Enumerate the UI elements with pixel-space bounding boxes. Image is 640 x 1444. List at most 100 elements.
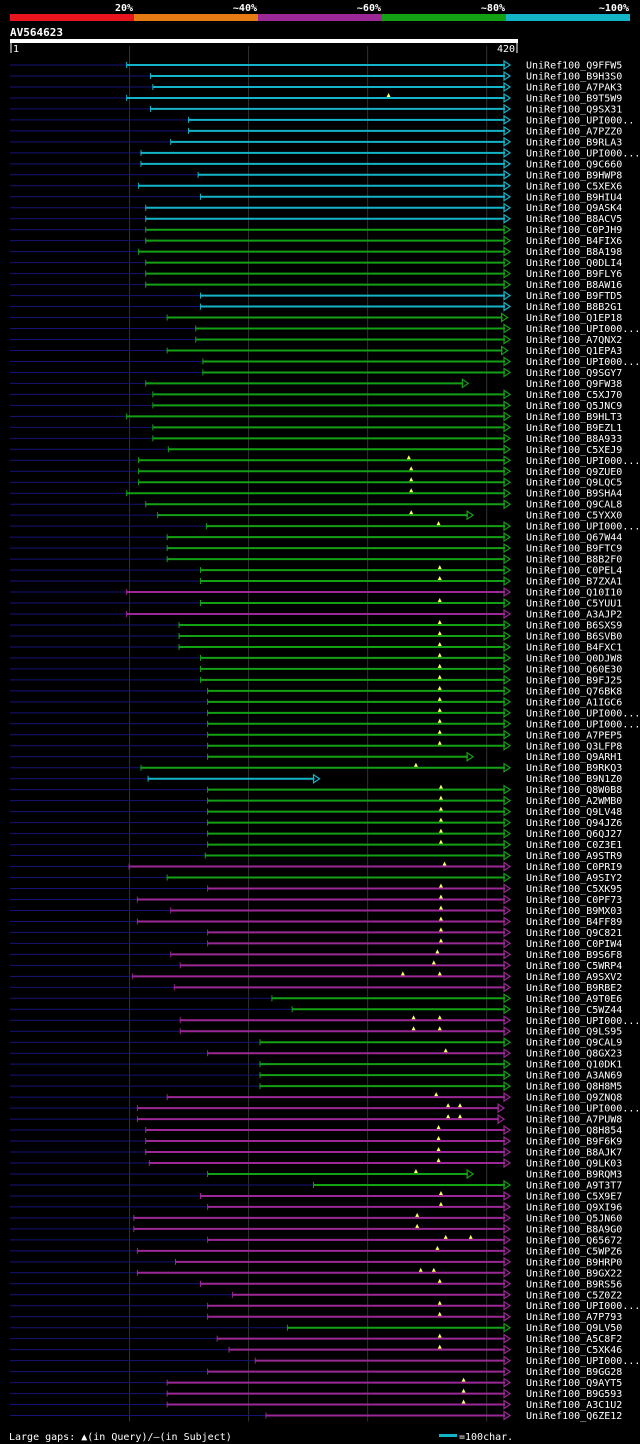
hit-label[interactable]: UniRef100_C5YUU1 [526, 599, 622, 610]
hit-label[interactable]: UniRef100_Q94JZ6 [526, 818, 622, 829]
hit-label[interactable]: UniRef100_B4FIX6 [526, 236, 622, 247]
hit-label[interactable]: UniRef100_UPI000... [526, 324, 640, 335]
hit-label[interactable]: UniRef100_C0PJH9 [526, 225, 622, 236]
hit-label[interactable]: UniRef100_B9GG28 [526, 1367, 622, 1378]
hit-label[interactable]: UniRef100_B6SVB0 [526, 631, 622, 642]
hit-label[interactable]: UniRef100_C0PIW4 [526, 939, 622, 950]
hit-label[interactable]: UniRef100_B8A933 [526, 434, 622, 445]
hit-label[interactable]: UniRef100_A7PUW8 [526, 1115, 622, 1126]
hit-label[interactable]: UniRef100_B9RLA3 [526, 137, 622, 148]
hit-label[interactable]: UniRef100_C0Z3E1 [526, 840, 622, 851]
hit-label[interactable]: UniRef100_A9T3T7 [526, 1180, 622, 1191]
hit-label[interactable]: UniRef100_B9N1Z0 [526, 774, 622, 785]
hit-label[interactable]: UniRef100_Q9FW38 [526, 379, 622, 390]
hit-label[interactable]: UniRef100_UPI000... [526, 1356, 640, 1367]
hit-label[interactable]: UniRef100_A9STR9 [526, 851, 622, 862]
hit-label[interactable]: UniRef100_B8ACV5 [526, 214, 622, 225]
hit-label[interactable]: UniRef100_C5XK46 [526, 1345, 622, 1356]
hit-label[interactable]: UniRef100_Q9ZUE0 [526, 467, 622, 478]
hit-label[interactable]: UniRef100_UPI000... [526, 357, 640, 368]
hit-label[interactable]: UniRef100_B9RQM3 [526, 1169, 622, 1180]
hit-label[interactable]: UniRef100_A7QNX2 [526, 335, 622, 346]
hit-label[interactable]: UniRef100_C5XEX6 [526, 181, 622, 192]
hit-label[interactable]: UniRef100_Q9LV48 [526, 807, 622, 818]
hit-label[interactable]: UniRef100_B9RKQ3 [526, 763, 622, 774]
hit-label[interactable]: UniRef100_UPI000... [526, 1104, 640, 1115]
hit-label[interactable]: UniRef100_B9HLT3 [526, 412, 622, 423]
hit-label[interactable]: UniRef100_B8AJK7 [526, 1148, 622, 1159]
hit-label[interactable]: UniRef100_A2WMB0 [526, 796, 622, 807]
hit-label[interactable]: UniRef100_B9FLY6 [526, 269, 622, 280]
hit-label[interactable]: UniRef100_C5Z0Z2 [526, 1290, 622, 1301]
hit-label[interactable]: UniRef100_Q9LQC5 [526, 478, 622, 489]
hit-label[interactable]: UniRef100_A7P793 [526, 1312, 622, 1323]
hit-label[interactable]: UniRef100_Q9C821 [526, 928, 622, 939]
hit-label[interactable]: UniRef100_Q8H854 [526, 1126, 622, 1137]
hit-label[interactable]: UniRef100_B9H3S0 [526, 71, 622, 82]
hit-label[interactable]: UniRef100_B9G593 [526, 1389, 622, 1400]
hit-label[interactable]: UniRef100_Q8H8M5 [526, 1082, 622, 1093]
hit-label[interactable]: UniRef100_B9HWP8 [526, 170, 622, 181]
hit-label[interactable]: UniRef100_Q6ZE12 [526, 1411, 622, 1422]
hit-label[interactable]: UniRef100_B9HIU4 [526, 192, 622, 203]
hit-label[interactable]: UniRef100_UPI000... [526, 522, 640, 533]
hit-label[interactable]: UniRef100_UPI000... [526, 708, 640, 719]
hit-label[interactable]: UniRef100_Q9CAL8 [526, 500, 622, 511]
hit-label[interactable]: UniRef100_C5XJ70 [526, 390, 622, 401]
hit-label[interactable]: UniRef100_C0PEL4 [526, 566, 622, 577]
hit-label[interactable]: UniRef100_C0PRI9 [526, 862, 622, 873]
hit-label[interactable]: UniRef100_A9SXV2 [526, 972, 622, 983]
hit-label[interactable]: UniRef100_B9S6F8 [526, 950, 622, 961]
hit-label[interactable]: UniRef100_B8B2G1 [526, 302, 622, 313]
hit-label[interactable]: UniRef100_B4FF89 [526, 917, 622, 928]
hit-label[interactable]: UniRef100_B9FJ25 [526, 675, 622, 686]
hit-label[interactable]: UniRef100_A3AN69 [526, 1071, 622, 1082]
hit-label[interactable]: UniRef100_A5C8F2 [526, 1334, 622, 1345]
hit-label[interactable]: UniRef100_B9FTD5 [526, 291, 622, 302]
hit-label[interactable]: UniRef100_B9FTC9 [526, 544, 622, 555]
hit-label[interactable]: UniRef100_B9RS56 [526, 1279, 622, 1290]
hit-label[interactable]: UniRef100_A3AJP2 [526, 610, 622, 621]
hit-label[interactable]: UniRef100_B9HRP0 [526, 1257, 622, 1268]
hit-label[interactable]: UniRef100_UPI000... [526, 148, 640, 159]
hit-label[interactable]: UniRef100_C5WZ44 [526, 1005, 622, 1016]
hit-label[interactable]: UniRef100_Q9ARH1 [526, 752, 622, 763]
hit-label[interactable]: UniRef100_Q9SGY7 [526, 368, 622, 379]
hit-label[interactable]: UniRef100_Q5JNC9 [526, 401, 622, 412]
hit-label[interactable]: UniRef100_Q1EP18 [526, 313, 622, 324]
hit-label[interactable]: UniRef100_C5XK95 [526, 884, 622, 895]
hit-label[interactable]: UniRef100_UPI000... [526, 1016, 640, 1027]
hit-label[interactable]: UniRef100_A7PEP5 [526, 730, 622, 741]
hit-label[interactable]: UniRef100_Q60E30 [526, 664, 622, 675]
hit-label[interactable]: UniRef100_Q3LFP8 [526, 741, 622, 752]
hit-label[interactable]: UniRef100_Q10I10 [526, 588, 622, 599]
hit-label[interactable]: UniRef100_C5X9E7 [526, 1191, 622, 1202]
hit-label[interactable]: UniRef100_Q8GX23 [526, 1049, 622, 1060]
hit-label[interactable]: UniRef100_B9RBE2 [526, 983, 622, 994]
hit-label[interactable]: UniRef100_Q0DJW8 [526, 653, 622, 664]
hit-label[interactable]: UniRef100_B9MX03 [526, 906, 622, 917]
hit-label[interactable]: UniRef100_Q9XI96 [526, 1202, 622, 1213]
hit-label[interactable]: UniRef100_C5YXX0 [526, 511, 622, 522]
hit-label[interactable]: UniRef100_B4FXC1 [526, 642, 622, 653]
hit-label[interactable]: UniRef100_B9T5W9 [526, 93, 622, 104]
hit-label[interactable]: UniRef100_Q9FFW5 [526, 61, 622, 72]
hit-label[interactable]: UniRef100_A7PZZ0 [526, 126, 622, 137]
hit-label[interactable]: UniRef100_Q9AYT5 [526, 1378, 622, 1389]
hit-label[interactable]: UniRef100_B9SHA4 [526, 489, 622, 500]
hit-label[interactable]: UniRef100_C5WPZ6 [526, 1246, 622, 1257]
hit-label[interactable]: UniRef100_Q9C660 [526, 159, 622, 170]
hit-label[interactable]: UniRef100_Q1EPA3 [526, 346, 622, 357]
hit-label[interactable]: UniRef100_A3C1U2 [526, 1400, 622, 1411]
hit-label[interactable]: UniRef100_Q9SX31 [526, 104, 622, 115]
hit-label[interactable]: UniRef100_C0PF73 [526, 895, 622, 906]
hit-label[interactable]: UniRef100_Q10DK1 [526, 1060, 622, 1071]
hit-label[interactable]: UniRef100_C5XEJ9 [526, 445, 622, 456]
hit-label[interactable]: UniRef100_B9EZL1 [526, 423, 622, 434]
hit-label[interactable]: UniRef100_Q76BK8 [526, 686, 622, 697]
hit-label[interactable]: UniRef100_UPI000... [526, 456, 640, 467]
hit-label[interactable]: UniRef100_Q9ZNQ8 [526, 1093, 622, 1104]
hit-label[interactable]: UniRef100_Q67W44 [526, 533, 622, 544]
hit-label[interactable]: UniRef100_B8AW16 [526, 280, 622, 291]
hit-label[interactable]: UniRef100_Q9ASK4 [526, 203, 622, 214]
